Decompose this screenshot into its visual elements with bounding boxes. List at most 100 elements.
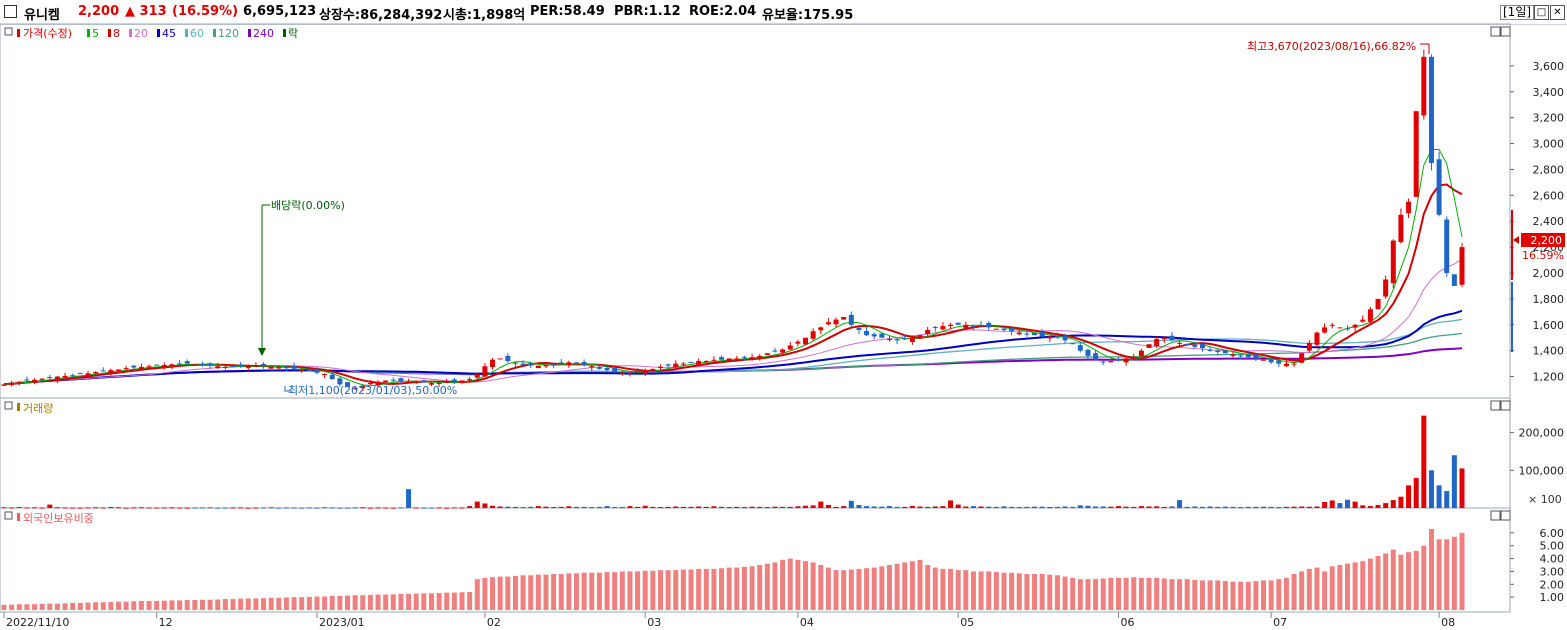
foreign-ratio-bar bbox=[780, 559, 786, 610]
foreign-ratio-bar bbox=[795, 559, 801, 610]
volume-bar bbox=[1344, 499, 1350, 508]
panel-close-icon[interactable] bbox=[1500, 400, 1511, 411]
candle-body bbox=[1123, 358, 1129, 363]
foreign-ratio-bar bbox=[810, 562, 816, 610]
dividend-marker-arrow bbox=[258, 348, 266, 356]
volume-bar bbox=[360, 507, 366, 509]
volume-bar bbox=[825, 504, 831, 508]
ma-45-line bbox=[3, 309, 1463, 386]
foreign-ratio-bar bbox=[1215, 580, 1221, 610]
foreign-ratio-bar bbox=[841, 570, 847, 610]
volume-bar bbox=[1352, 501, 1358, 508]
panel-close-icon[interactable] bbox=[1500, 510, 1511, 521]
panel-maximize-icon[interactable] bbox=[1490, 510, 1501, 521]
volume-bar bbox=[261, 507, 267, 509]
volume-bar bbox=[100, 507, 106, 509]
candle-body bbox=[238, 364, 244, 367]
volume-bar bbox=[970, 506, 976, 508]
foreign-ratio-bar bbox=[116, 601, 122, 610]
candle-body bbox=[1428, 56, 1434, 163]
foreign-ratio-bar bbox=[612, 572, 618, 610]
volume-bar bbox=[367, 507, 373, 509]
candle-body bbox=[1322, 327, 1328, 333]
legend-ex-label: 락 bbox=[288, 27, 298, 40]
foreign-ratio-bar bbox=[207, 599, 213, 610]
foreign-ratio-bar bbox=[787, 558, 793, 610]
maximize-icon[interactable]: □ bbox=[1534, 5, 1549, 20]
candle-body bbox=[627, 372, 633, 374]
foreign-ratio-bar bbox=[535, 574, 541, 610]
panel-collapse-icon[interactable] bbox=[4, 511, 13, 520]
select-checkbox[interactable] bbox=[4, 5, 17, 18]
candle-body bbox=[169, 364, 175, 366]
volume-bar bbox=[1428, 470, 1434, 508]
candle-body bbox=[398, 378, 404, 382]
foreign-ratio-bar bbox=[1222, 581, 1228, 610]
volume-bar bbox=[604, 506, 610, 508]
volume-bar bbox=[1047, 507, 1053, 509]
candle-body bbox=[1299, 353, 1305, 363]
price-tick-label: 2,600 bbox=[1533, 189, 1565, 202]
price-tick-label: 3,000 bbox=[1533, 138, 1565, 151]
candle-body bbox=[1062, 335, 1068, 341]
volume-bar bbox=[299, 507, 305, 509]
price-tick-label: 1,200 bbox=[1533, 371, 1565, 384]
foreign-ratio-bar bbox=[1322, 571, 1328, 610]
candle-body bbox=[1192, 344, 1198, 347]
candle-body bbox=[543, 364, 549, 367]
candle-body bbox=[856, 327, 862, 330]
foreign-ratio-bar bbox=[337, 595, 343, 610]
volume-bar bbox=[1184, 506, 1190, 508]
close-icon[interactable]: ✕ bbox=[1550, 5, 1565, 20]
panel-collapse-icon[interactable] bbox=[4, 27, 13, 36]
candle-body bbox=[306, 370, 312, 372]
panel-collapse-icon[interactable] bbox=[4, 401, 13, 410]
foreign-ratio-bar bbox=[711, 568, 717, 610]
candle-body bbox=[932, 326, 938, 328]
foreign-ratio-bar bbox=[963, 570, 969, 610]
volume-bar bbox=[337, 507, 343, 509]
pbr-value: PBR:1.12 bbox=[614, 4, 681, 19]
foreign-ratio-bar bbox=[1306, 568, 1312, 610]
candle-body bbox=[413, 381, 419, 383]
panel-maximize-icon[interactable] bbox=[1490, 400, 1501, 411]
volume-bar bbox=[1398, 496, 1404, 508]
date-tick-label: 03 bbox=[647, 616, 661, 629]
candle-body bbox=[848, 314, 854, 325]
volume-bar bbox=[77, 507, 83, 509]
foreign-ratio-bar bbox=[1039, 574, 1045, 610]
foreign-ratio-bar bbox=[77, 602, 83, 610]
price-tick-label: 2,400 bbox=[1533, 215, 1565, 228]
foreign-ratio-bar bbox=[459, 592, 465, 610]
candle-body bbox=[589, 366, 595, 368]
period-selector[interactable]: [1일] bbox=[1500, 5, 1535, 20]
volume-bar bbox=[520, 507, 526, 509]
candle-body bbox=[1306, 342, 1312, 351]
foreign-ratio-bar bbox=[932, 567, 938, 610]
foreign-ratio-bar bbox=[1001, 572, 1007, 610]
volume-bar bbox=[138, 507, 144, 509]
volume-bar bbox=[833, 506, 839, 508]
volume-bar bbox=[1245, 506, 1251, 508]
foreign-ratio-bar bbox=[948, 568, 954, 610]
volume-bar bbox=[627, 506, 633, 508]
panel-close-icon[interactable] bbox=[1500, 26, 1511, 37]
candle-body bbox=[604, 367, 610, 371]
volume-bar bbox=[1383, 503, 1389, 508]
candle-body bbox=[291, 365, 297, 369]
volume-bar bbox=[329, 507, 335, 509]
foreign-ratio-bar bbox=[123, 601, 129, 610]
foreign-ratio-bar bbox=[1413, 550, 1419, 610]
panel-maximize-icon[interactable] bbox=[1490, 26, 1501, 37]
volume-unit-label: × 100 bbox=[1528, 493, 1562, 506]
foreign-ratio-bar bbox=[833, 570, 839, 610]
candle-body bbox=[1253, 354, 1259, 359]
volume-bar bbox=[1108, 506, 1114, 508]
candle-body bbox=[138, 366, 144, 370]
foreign-ratio-bar bbox=[1154, 577, 1160, 610]
volume-bar bbox=[1177, 500, 1183, 508]
foreign-ratio-bar bbox=[1100, 578, 1106, 610]
volume-bar bbox=[535, 506, 541, 508]
volume-bar bbox=[314, 507, 320, 509]
